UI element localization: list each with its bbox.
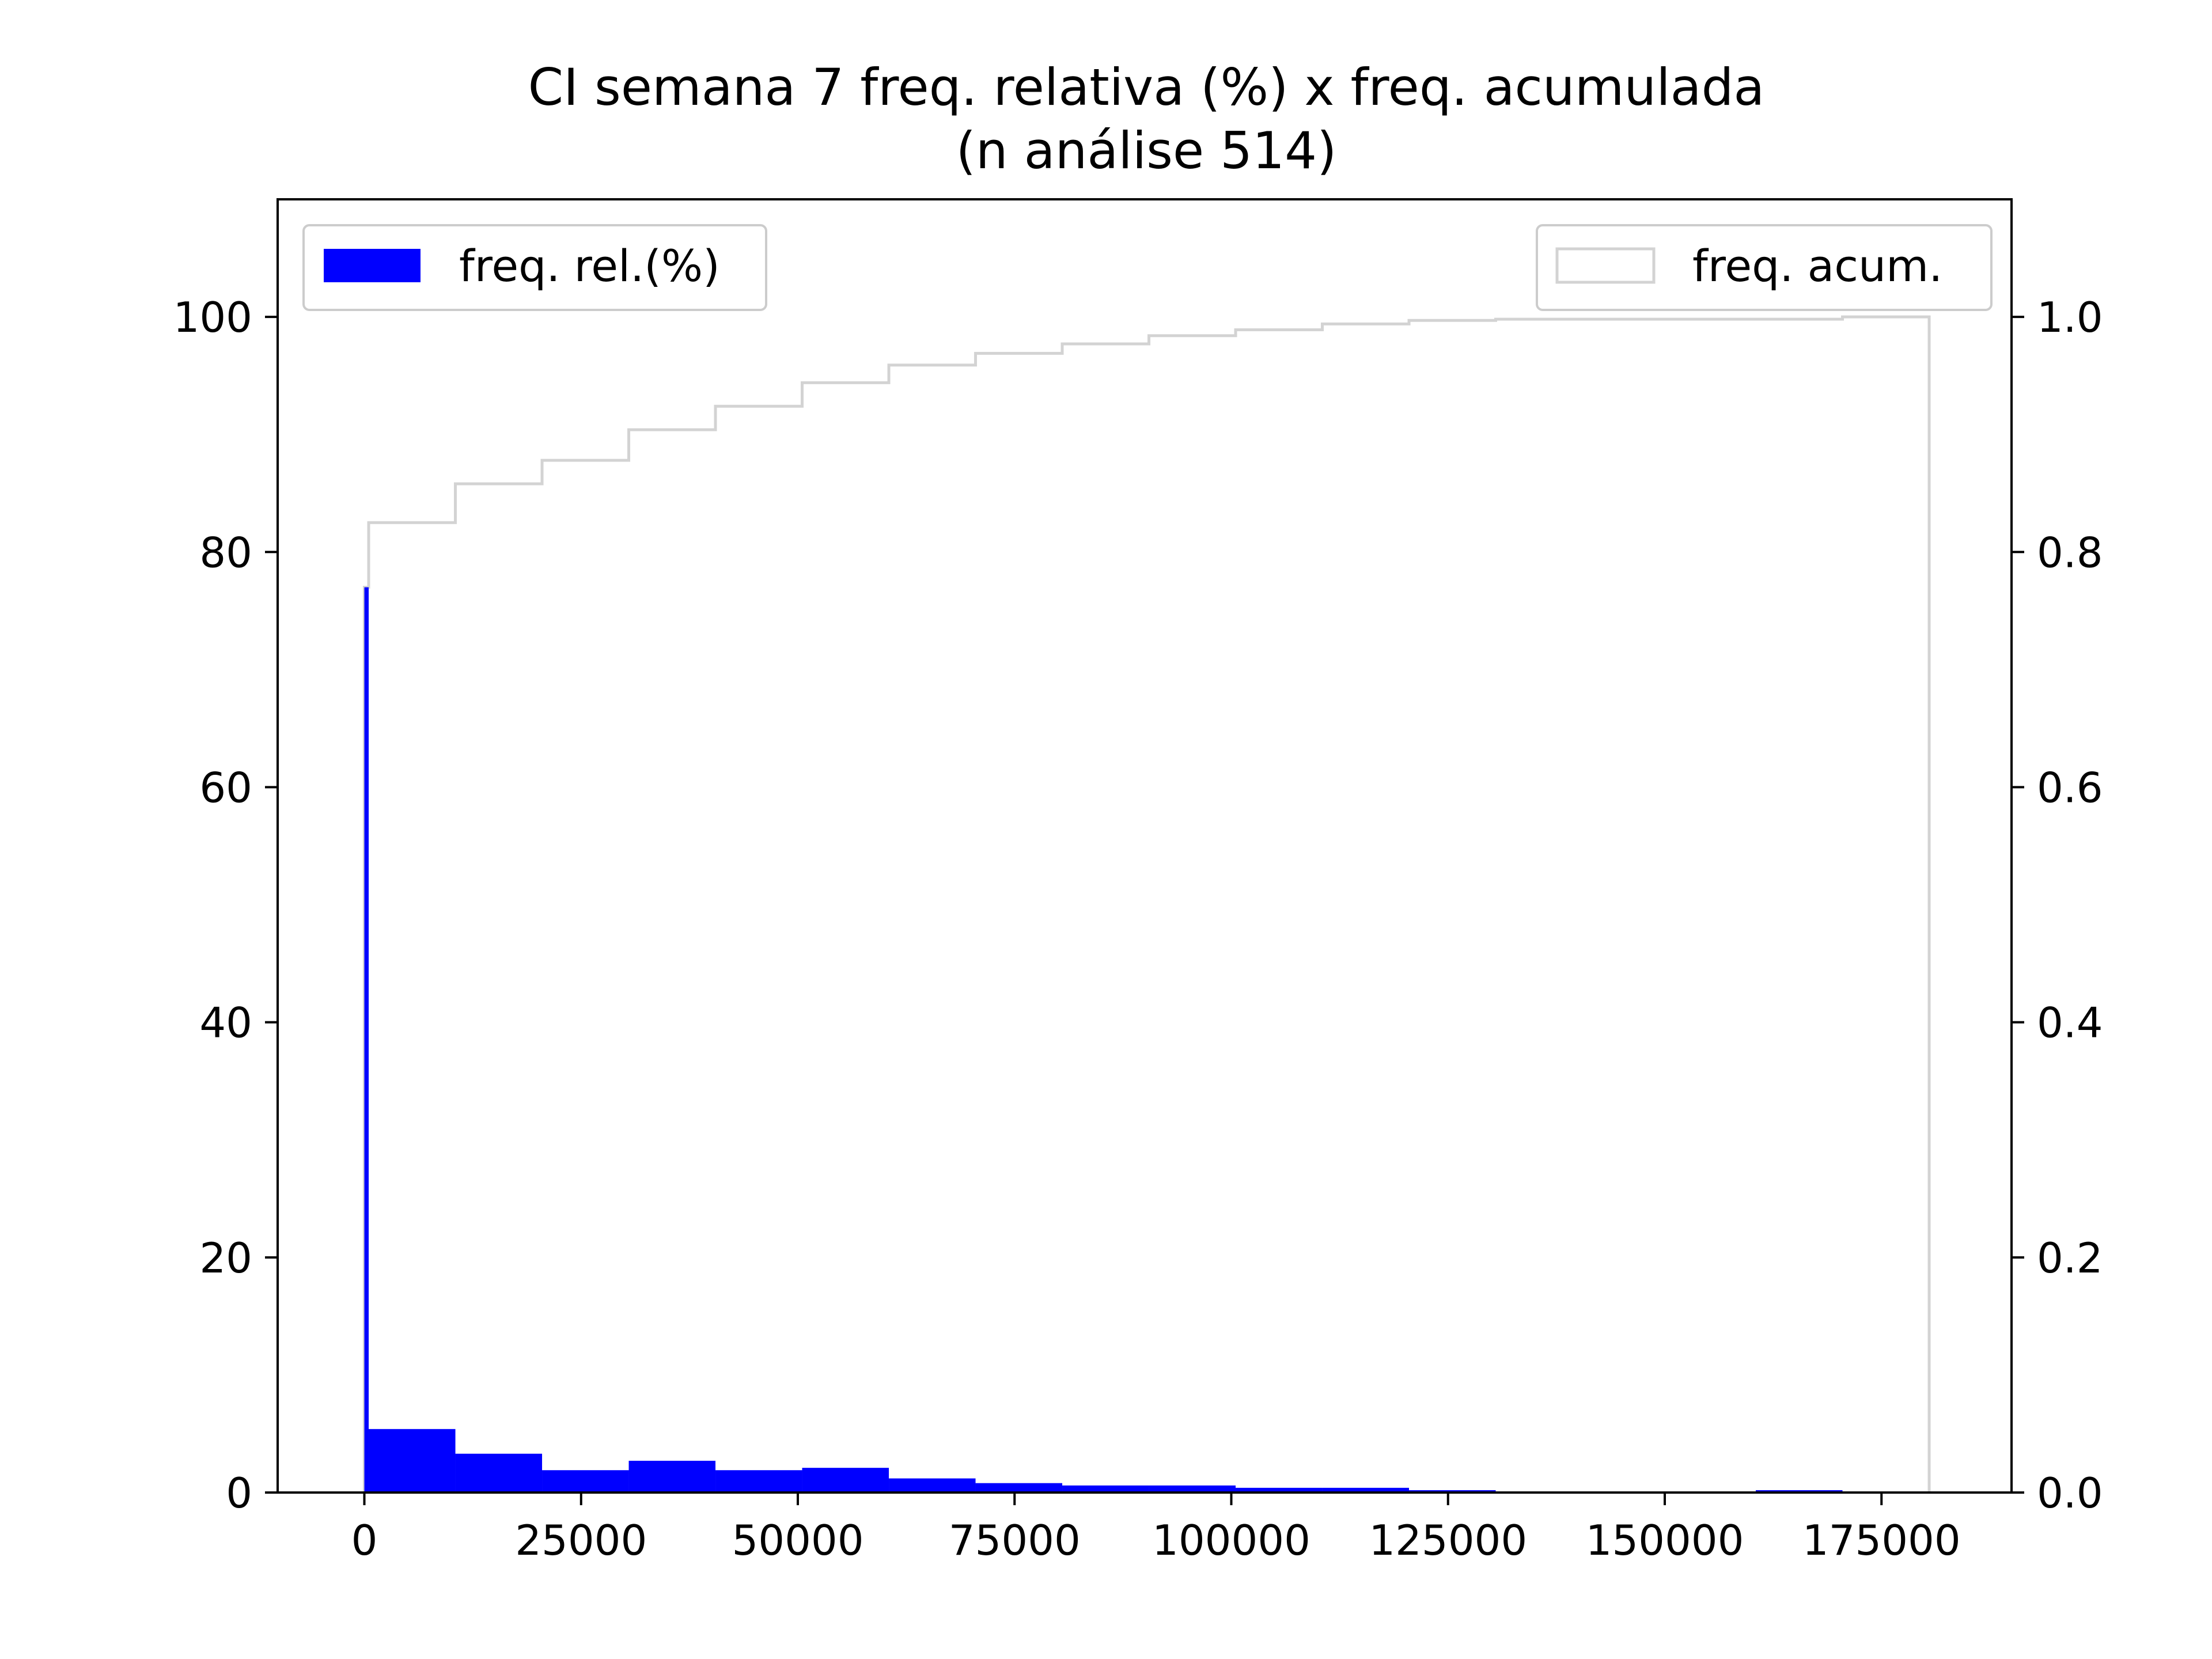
histogram-bar-17 bbox=[1756, 1490, 1843, 1493]
y2-tick-label: 0.6 bbox=[2037, 763, 2103, 812]
cumulative-step-line bbox=[363, 315, 1931, 1493]
x-tick-label: 100000 bbox=[1152, 1516, 1310, 1565]
y2-tick-label: 0.4 bbox=[2037, 999, 2103, 1047]
histogram-bar-11 bbox=[1236, 1487, 1323, 1493]
y2-tick-label: 1.0 bbox=[2037, 293, 2103, 342]
legend-freq-acum: freq. acum. bbox=[1536, 224, 1993, 311]
legend-freq-rel-frame bbox=[302, 224, 767, 311]
cumulative-series-layer bbox=[363, 315, 1931, 1493]
histogram-bar-2 bbox=[455, 1453, 543, 1493]
x-tick-label: 150000 bbox=[1586, 1516, 1744, 1565]
x-tick-label: 50000 bbox=[732, 1516, 863, 1565]
legend-freq-acum-swatch bbox=[1555, 247, 1656, 284]
histogram-bar-6 bbox=[802, 1468, 889, 1493]
plot-area-frame bbox=[276, 198, 2013, 1494]
y2-tick-label: 0.2 bbox=[2037, 1234, 2103, 1282]
x-tick-label: 75000 bbox=[949, 1516, 1081, 1565]
legend-freq-acum-frame bbox=[1536, 224, 1993, 311]
y-axis-left: 0 20 40 60 80 100 bbox=[173, 293, 278, 1517]
legend-freq-acum-label: freq. acum. bbox=[1692, 240, 1942, 291]
histogram-bar-10 bbox=[1149, 1485, 1236, 1493]
histogram-bar-13 bbox=[1409, 1490, 1496, 1493]
histogram-bars-layer bbox=[364, 587, 1843, 1493]
x-tick-label: 175000 bbox=[1802, 1516, 1961, 1565]
x-tick-label: 25000 bbox=[515, 1516, 647, 1565]
histogram-bar-12 bbox=[1322, 1487, 1410, 1493]
y-tick-label: 100 bbox=[173, 293, 252, 342]
y2-tick-label: 0.8 bbox=[2037, 528, 2103, 577]
y-tick-label: 40 bbox=[199, 999, 252, 1047]
histogram-bar-8 bbox=[975, 1483, 1063, 1493]
legend-freq-rel-label: freq. rel.(%) bbox=[459, 240, 720, 291]
y2-tick-label: 0.0 bbox=[2037, 1469, 2103, 1517]
legend-freq-rel-swatch bbox=[324, 249, 421, 282]
histogram-bar-1 bbox=[369, 1429, 456, 1493]
histogram-bar-0 bbox=[364, 587, 369, 1493]
chart-title: CI semana 7 freq. relativa (%) x freq. a… bbox=[528, 58, 1765, 117]
y-tick-label: 80 bbox=[199, 528, 252, 577]
histogram-bar-5 bbox=[715, 1470, 802, 1493]
x-tick-label: 125000 bbox=[1369, 1516, 1527, 1565]
y-axis-right: 0.0 0.2 0.4 0.6 0.8 1.0 bbox=[2012, 293, 2103, 1517]
legend-freq-rel: freq. rel.(%) bbox=[302, 224, 767, 311]
x-axis: 0 25000 50000 75000 100000 125000 150000 175000 bbox=[351, 1493, 1961, 1565]
chart-subtitle: (n análise 514) bbox=[956, 121, 1337, 180]
histogram-bar-4 bbox=[628, 1460, 716, 1493]
x-tick-label: 0 bbox=[351, 1516, 378, 1565]
y-tick-label: 20 bbox=[199, 1234, 252, 1282]
histogram-bar-3 bbox=[542, 1470, 629, 1493]
y-tick-label: 0 bbox=[226, 1469, 252, 1517]
histogram-bar-7 bbox=[889, 1478, 976, 1493]
histogram-bar-9 bbox=[1062, 1485, 1149, 1493]
y-tick-label: 60 bbox=[199, 763, 252, 812]
